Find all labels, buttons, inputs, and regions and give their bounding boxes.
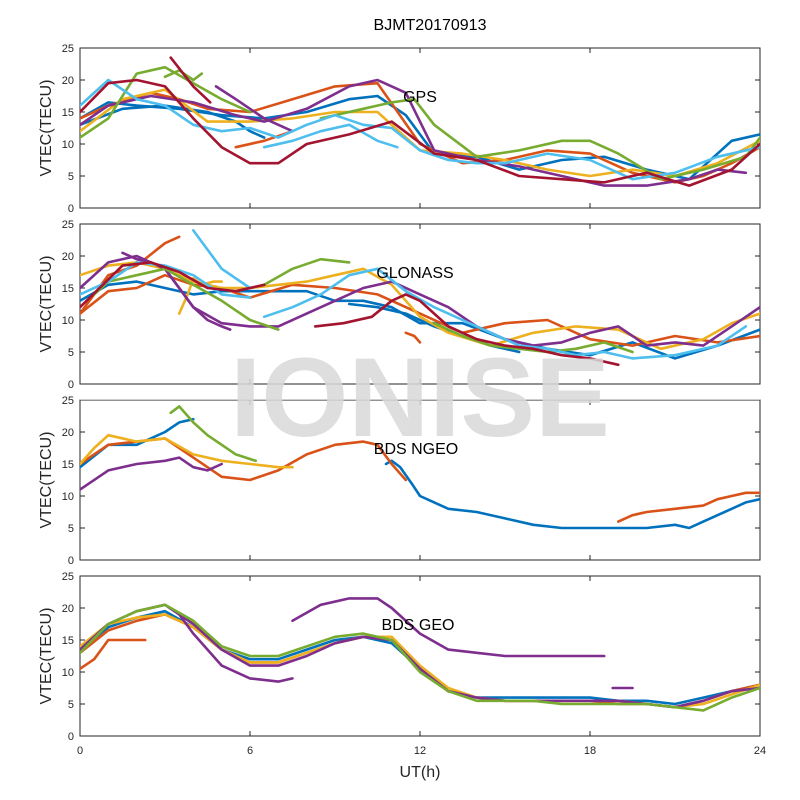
axes-frame <box>79 399 761 561</box>
series-line-2 <box>80 104 266 139</box>
panel-label: GPS <box>403 89 437 106</box>
y-tick-label: 10 <box>62 315 74 327</box>
panel-2: 0 5 10 15 20 25 VTEC(TECU) GLONASS <box>38 219 761 391</box>
series-group <box>80 229 760 367</box>
y-tick-label: 15 <box>62 459 74 471</box>
y-tick-label: 25 <box>62 571 74 583</box>
y-tick-label: 20 <box>62 251 74 263</box>
panel-4: 0 5 10 15 20 25 0 6 12 18 24 VTEC(TECU) BDS GEO <box>38 571 766 757</box>
series-group <box>80 405 760 530</box>
panel-label: GLONASS <box>376 265 453 282</box>
watermark: IONISE <box>80 335 760 460</box>
series-line-3 <box>80 273 760 347</box>
y-axis-label: VTEC(TECU) <box>38 80 55 177</box>
series-line-12 <box>432 321 634 354</box>
y-tick-label: 0 <box>68 555 74 567</box>
series-line-6 <box>80 456 223 491</box>
y-tick-label: 10 <box>62 491 74 503</box>
panel-label: BDS NGEO <box>374 441 458 458</box>
y-tick-label: 0 <box>68 203 74 215</box>
series-line-7 <box>169 405 257 463</box>
figure-title: BJMT20170913 <box>374 17 487 34</box>
y-tick-label: 5 <box>68 699 74 711</box>
series-group <box>80 56 760 187</box>
series-line-10 <box>319 97 760 181</box>
series-line-6 <box>177 613 294 683</box>
y-tick-label: 5 <box>68 523 74 535</box>
x-tick-label: 24 <box>754 745 766 757</box>
series-line-7 <box>214 85 294 133</box>
x-tick-label: 12 <box>414 745 426 757</box>
series-line-15 <box>262 267 748 360</box>
axes-frame <box>79 47 761 209</box>
watermark-band <box>80 388 760 400</box>
panel-label: BDS GEO <box>382 617 455 634</box>
y-tick-label: 5 <box>68 171 74 183</box>
y-tick-label: 0 <box>68 731 74 743</box>
y-tick-label: 20 <box>62 603 74 615</box>
y-tick-label: 5 <box>68 347 74 359</box>
y-tick-label: 0 <box>68 379 74 391</box>
axes-frame <box>79 575 761 737</box>
y-tick-label: 20 <box>62 75 74 87</box>
series-line-13 <box>80 261 252 299</box>
panel-1: 0 5 10 15 20 25 VTEC(TECU) GPS <box>38 43 761 215</box>
series-line-6 <box>80 78 748 187</box>
y-tick-label: 15 <box>62 635 74 647</box>
series-line-7 <box>291 597 606 658</box>
y-axis-label: VTEC(TECU) <box>38 608 55 705</box>
x-tick-label: 0 <box>77 745 83 757</box>
series-line-5 <box>80 433 294 469</box>
series-line-12 <box>262 123 399 149</box>
y-axis-label: VTEC(TECU) <box>38 256 55 353</box>
series-line-17 <box>313 293 620 367</box>
series-line-14 <box>192 229 252 290</box>
series-line-9 <box>163 69 204 82</box>
series-line-10 <box>92 267 280 331</box>
series-line-9 <box>121 251 232 331</box>
series-line-2 <box>80 638 147 671</box>
series-line-11 <box>262 257 351 287</box>
series-line-14 <box>169 56 212 104</box>
panels: 0 5 10 15 20 25 VTEC(TECU) GPS 0 5 10 15 20 25 VTEC(TE… <box>38 43 766 757</box>
y-axis-label: VTEC(TECU) <box>38 432 55 529</box>
y-tick-label: 25 <box>62 395 74 407</box>
series-line-9 <box>80 603 760 712</box>
y-tick-label: 10 <box>62 667 74 679</box>
y-tick-label: 15 <box>62 283 74 295</box>
series-line-8 <box>80 65 252 139</box>
series-line-4 <box>617 491 760 523</box>
watermark-text: IONISE <box>230 335 610 460</box>
series-line-16 <box>80 261 266 309</box>
y-tick-label: 25 <box>62 43 74 55</box>
series-group <box>80 597 760 712</box>
series-line-13 <box>80 78 760 187</box>
y-tick-label: 10 <box>62 139 74 151</box>
y-tick-label: 20 <box>62 427 74 439</box>
y-tick-label: 15 <box>62 107 74 119</box>
y-tick-label: 25 <box>62 219 74 231</box>
panel-3: 0 5 10 15 20 25 VTEC(TECU) BDS NGEO <box>38 395 761 567</box>
x-tick-label: 18 <box>584 745 596 757</box>
series-line-2 <box>384 459 760 530</box>
x-axis-label: UT(h) <box>400 764 441 781</box>
series-line-5 <box>404 331 422 344</box>
x-tick-label: 6 <box>247 745 253 757</box>
